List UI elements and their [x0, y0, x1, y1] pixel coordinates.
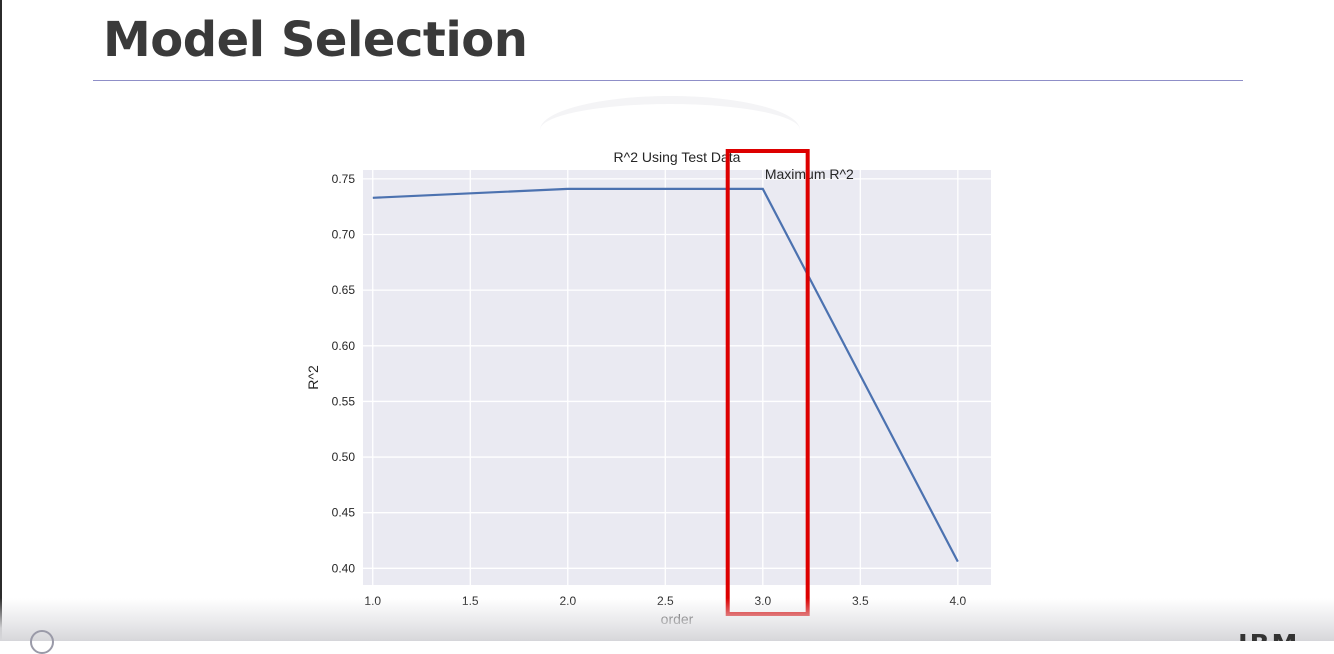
y-tick-label: 0.65: [332, 283, 356, 297]
ibm-logo: IBM: [1238, 632, 1299, 641]
video-bottom-gradient: [0, 598, 1334, 641]
y-tick-label: 0.50: [332, 450, 356, 464]
y-tick-label: 0.75: [332, 172, 356, 186]
y-tick-labels: 0.40 0.45 0.50 0.55 0.60 0.65 0.70 0.75: [332, 172, 356, 575]
chart-title: R^2 Using Test Data: [614, 149, 741, 165]
plot-area: [363, 170, 991, 585]
y-axis-label: R^2: [305, 365, 321, 390]
y-tick-label: 0.40: [332, 561, 356, 575]
seal-icon: [30, 630, 54, 654]
y-tick-label: 0.60: [332, 339, 356, 353]
y-tick-label: 0.45: [332, 506, 356, 520]
y-tick-label: 0.70: [332, 228, 356, 242]
y-tick-label: 0.55: [332, 394, 356, 408]
